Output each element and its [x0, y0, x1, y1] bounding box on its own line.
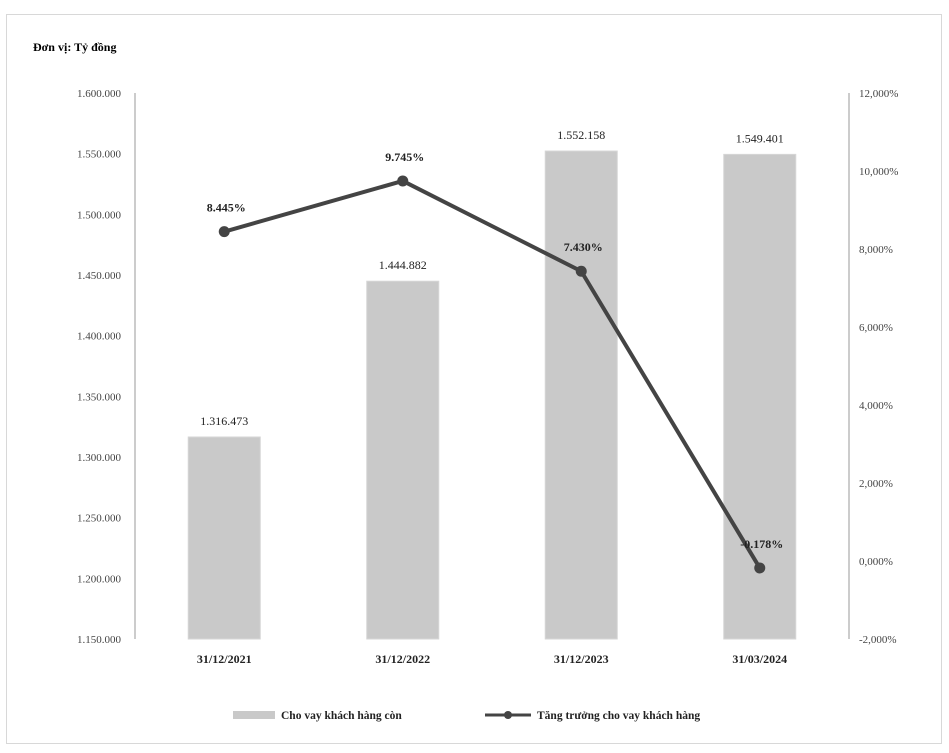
- line-value-label: 7.430%: [564, 240, 603, 254]
- left-tick-label: 1.550.000: [77, 149, 122, 161]
- line-point: [754, 562, 766, 574]
- category-label: 31/12/2023: [554, 652, 609, 666]
- right-tick-label: 6,000%: [859, 322, 893, 334]
- line-point: [575, 265, 587, 277]
- left-tick-label: 1.350.000: [77, 391, 122, 403]
- right-tick-label: -2,000%: [859, 634, 897, 646]
- legend-bar-swatch: [233, 711, 275, 719]
- bar-series: 1.316.473 1.444.882 1.552.158 1.549.401: [187, 128, 797, 640]
- right-tick-label: 2,000%: [859, 478, 893, 490]
- bar-value-label: 1.552.158: [557, 128, 605, 142]
- category-label: 31/03/2024: [732, 652, 787, 666]
- bar: [187, 436, 261, 640]
- chart-frame: Đơn vị: Tỷ đồng 1.316.473 1.444.882 1.552.…: [6, 14, 942, 744]
- bar: [544, 150, 618, 640]
- right-tick-label: 8,000%: [859, 244, 893, 256]
- left-tick-label: 1.150.000: [77, 634, 122, 646]
- line-value-label: 8.445%: [207, 201, 246, 215]
- right-axis: -2,000% 0,000% 2,000% 4,000% 6,000% 8,000% 10,…: [848, 88, 898, 646]
- left-tick-label: 1.300.000: [77, 452, 122, 464]
- legend-line-label: Tăng trưởng cho vay khách hàng: [537, 710, 700, 722]
- right-tick-label: 12,000%: [859, 88, 898, 100]
- left-tick-label: 1.200.000: [77, 573, 122, 585]
- left-tick-label: 1.450.000: [77, 270, 122, 282]
- left-tick-label: 1.600.000: [77, 88, 122, 100]
- category-label: 31/12/2021: [197, 652, 252, 666]
- bar: [366, 280, 440, 640]
- line-point: [218, 226, 230, 238]
- line-point: [397, 175, 409, 187]
- line-value-label: -0.178%: [740, 537, 783, 551]
- left-tick-label: 1.250.000: [77, 513, 122, 525]
- right-tick-label: 0,000%: [859, 556, 893, 568]
- category-axis: 31/12/2021 31/12/2022 31/12/2023 31/03/2024: [197, 652, 787, 666]
- legend-line-marker: [504, 711, 512, 719]
- category-label: 31/12/2022: [375, 652, 430, 666]
- legend: Cho vay khách hàng còn Tăng trưởng cho va…: [233, 710, 700, 722]
- left-axis: 1.150.000 1.200.000 1.250.000 1.300.000 1.35…: [77, 88, 136, 646]
- line-series: 8.445% 9.745% 7.430% -0.178%: [207, 150, 783, 574]
- right-tick-label: 4,000%: [859, 400, 893, 412]
- line-value-label: 9.745%: [385, 150, 424, 164]
- bar: [723, 153, 797, 640]
- right-tick-label: 10,000%: [859, 166, 898, 178]
- bar-value-label: 1.549.401: [736, 131, 784, 145]
- left-tick-label: 1.500.000: [77, 209, 122, 221]
- left-tick-label: 1.400.000: [77, 331, 122, 343]
- legend-bar-label: Cho vay khách hàng còn: [281, 710, 402, 722]
- combo-chart: Đơn vị: Tỷ đồng 1.316.473 1.444.882 1.552.…: [33, 40, 898, 722]
- bar-value-label: 1.316.473: [200, 414, 248, 428]
- growth-line: [223, 178, 762, 569]
- bar-value-label: 1.444.882: [379, 258, 427, 272]
- unit-label: Đơn vị: Tỷ đồng: [33, 40, 116, 54]
